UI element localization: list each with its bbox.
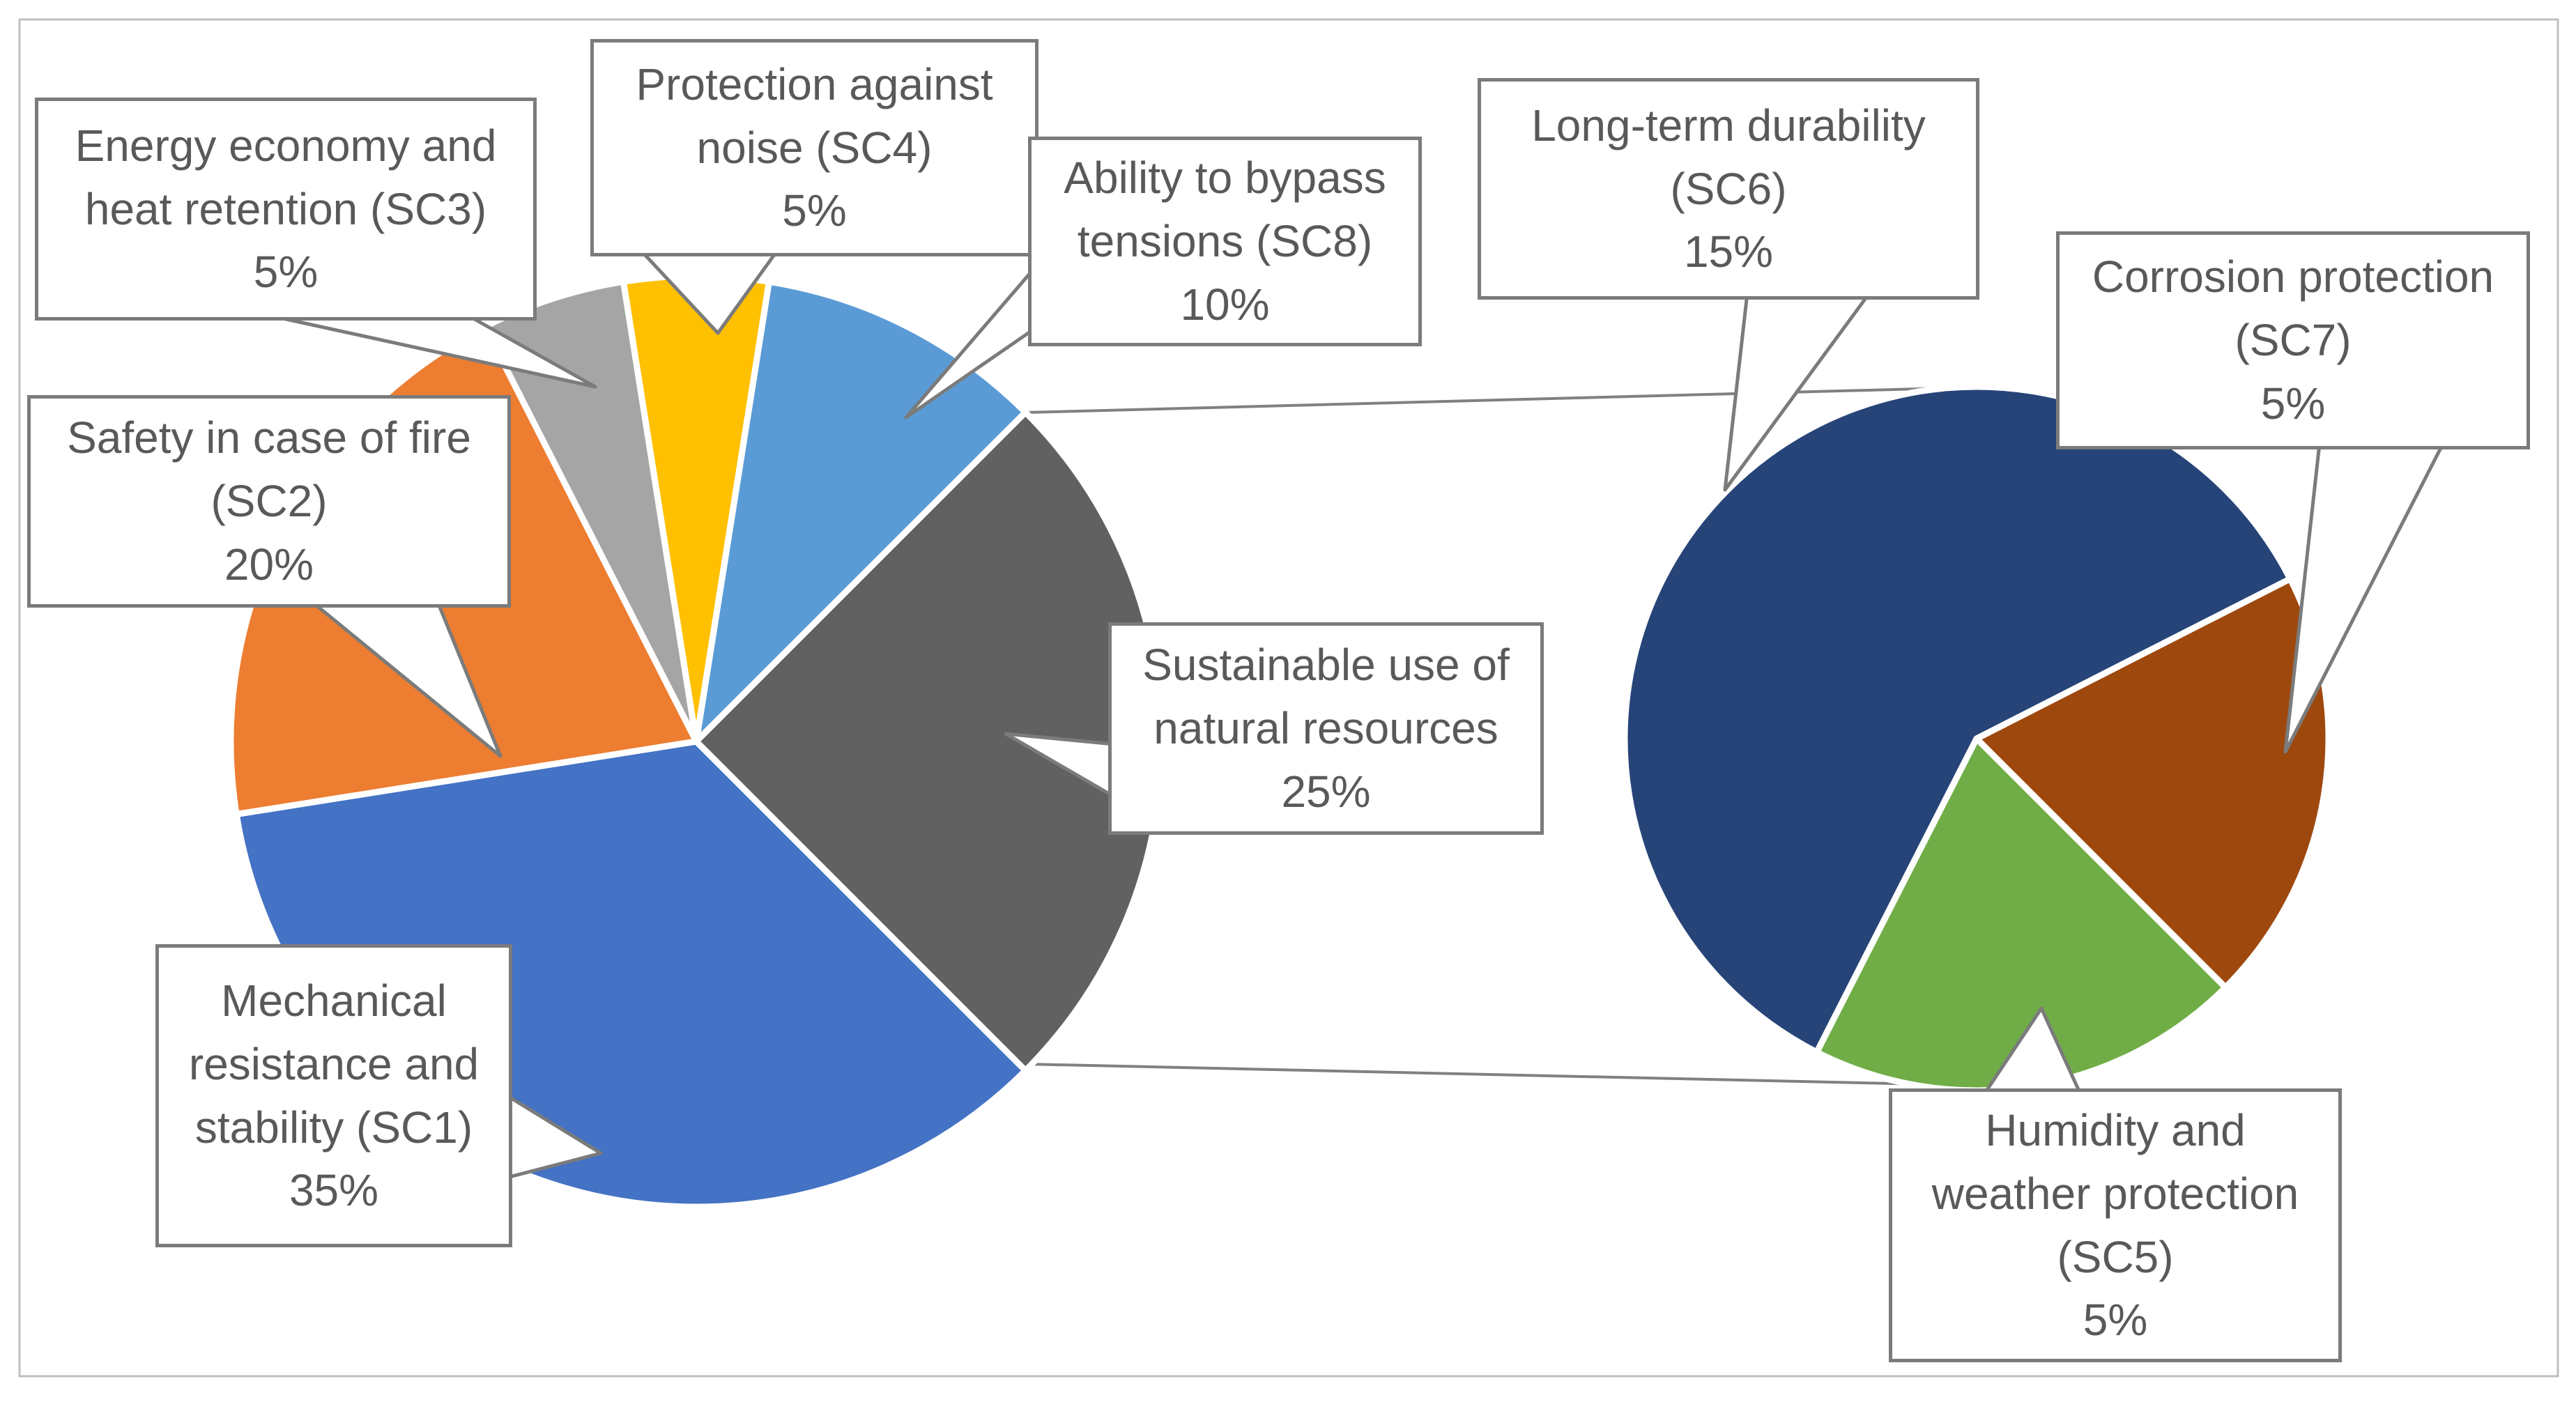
callout-sc4-label: Protection against noise (SC4) 5%: [636, 59, 993, 236]
series-connector-line-bottom: [1025, 1063, 1926, 1086]
callout-humidity-sc5: Humidity and weather protection (SC5) 5%: [1889, 1088, 2342, 1362]
callout-sc2-label: Safety in case of fire (SC2) 20%: [67, 413, 471, 590]
callout-sc3-label: Energy economy and heat retention (SC3) …: [75, 120, 497, 298]
callout-sustainable-use: Sustainable use of natural resources 25%: [1108, 622, 1544, 835]
callout-sc7-label: Corrosion protection (SC7) 5%: [2092, 252, 2494, 429]
callout-durability-sc6: Long-term durability (SC6) 15%: [1478, 78, 1979, 300]
callout-fire-safety-sc2: Safety in case of fire (SC2) 20%: [27, 395, 511, 608]
series-connector-line-top: [1025, 386, 1973, 414]
callout-mechanical-sc1: Mechanical resistance and stability (SC1…: [155, 944, 512, 1247]
callout-sus-label: Sustainable use of natural resources 25%: [1142, 640, 1510, 817]
figure-border: [18, 18, 2559, 1378]
callout-energy-economy-sc3: Energy economy and heat retention (SC3) …: [35, 98, 537, 321]
callout-bypass-tensions-sc8: Ability to bypass tensions (SC8) 10%: [1028, 137, 1422, 346]
callout-sc6-label: Long-term durability (SC6) 15%: [1531, 100, 1926, 277]
callout-noise-sc4: Protection against noise (SC4) 5%: [590, 39, 1038, 256]
callout-sc5-label: Humidity and weather protection (SC5) 5%: [1931, 1104, 2299, 1346]
callout-sc8-label: Ability to bypass tensions (SC8) 10%: [1064, 153, 1386, 330]
callout-sc1-label: Mechanical resistance and stability (SC1…: [188, 975, 480, 1216]
callout-corrosion-sc7: Corrosion protection (SC7) 5%: [2056, 231, 2530, 449]
